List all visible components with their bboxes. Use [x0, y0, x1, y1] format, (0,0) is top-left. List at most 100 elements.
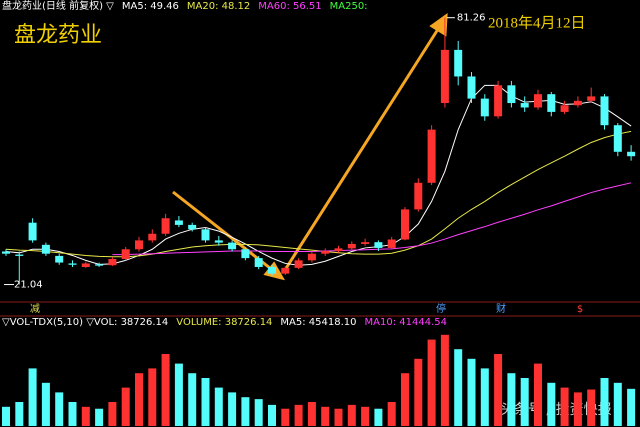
volume-bar: [467, 358, 476, 426]
volume-bar: [627, 388, 636, 426]
volume-bar: [135, 373, 143, 426]
volume-bar: [28, 368, 37, 426]
candle-body: [401, 209, 409, 240]
candle-body: [613, 125, 622, 152]
candle-body: [161, 218, 170, 234]
header-item: MA250:: [330, 1, 368, 12]
candle-body: [214, 240, 223, 243]
volume-bar: [507, 373, 516, 426]
candle-body: [347, 243, 356, 249]
candle-body: [68, 263, 77, 265]
volume-bar: [534, 363, 542, 426]
candle-body: [494, 85, 503, 117]
header-item: MA60: 56.51: [258, 1, 321, 12]
volume-bar: [361, 406, 370, 426]
volume-bar: [560, 387, 569, 426]
volume-bar: [161, 354, 170, 426]
volume-bar: [347, 404, 356, 426]
volume-bar: [374, 408, 383, 426]
volume-bar: [613, 382, 622, 426]
candle-body: [281, 267, 290, 274]
candle-body: [427, 129, 436, 183]
volume-bar: [228, 392, 237, 426]
volume-bar: [81, 406, 90, 426]
volume-bar: [15, 402, 24, 426]
candle-body: [440, 49, 449, 104]
volume-bar: [520, 378, 529, 426]
candle-body: [307, 253, 316, 261]
volume-bar: [121, 387, 130, 426]
candle-body: [55, 255, 64, 263]
volume-bar: [214, 387, 223, 426]
candle-body: [600, 96, 609, 126]
ma-line: [112, 182, 632, 256]
volume-bar: [427, 339, 436, 426]
volume-bar: [188, 373, 197, 426]
candle-body: [454, 49, 463, 77]
volume-bar: [454, 349, 463, 426]
candle-body: [228, 242, 237, 250]
candle-body: [321, 251, 330, 254]
candle-body: [520, 103, 529, 108]
ma-line: [5, 84, 632, 266]
header-item: VOLUME: 38726.14: [176, 317, 272, 328]
volume-bar: [321, 406, 330, 426]
arrow: [283, 25, 442, 271]
candle-body: [560, 105, 569, 112]
candle-body: [15, 254, 24, 256]
date-label: 2018年4月12日: [488, 14, 586, 31]
volume-bar: [254, 399, 263, 426]
volume-bar: [494, 354, 503, 426]
event-mark: $: [577, 304, 583, 315]
candle-body: [174, 220, 183, 225]
candle-body: [81, 263, 90, 267]
volume-bar: [401, 373, 409, 426]
volume-bar: [547, 382, 556, 426]
candle-body: [95, 264, 104, 266]
volume-bar: [68, 402, 77, 426]
volume-bar: [440, 334, 449, 426]
volume-bar: [241, 397, 250, 426]
header-item: ▽VOL-TDX(5,10) ▽VOL: 38726.14: [2, 317, 168, 328]
volume-bar: [600, 378, 609, 426]
candle-body: [387, 239, 396, 248]
candle-body: [148, 233, 157, 241]
candle-body: [121, 249, 130, 260]
arrow-head: [429, 12, 448, 37]
candle-body: [480, 98, 489, 117]
candle-body: [334, 248, 343, 252]
candle-body: [361, 242, 370, 244]
volume-bar: [268, 404, 276, 426]
candle-body: [294, 260, 303, 268]
candle-body: [547, 94, 556, 112]
candle-body: [201, 229, 210, 241]
volume-bar: [55, 392, 64, 426]
stock-title: 盘龙药业: [14, 23, 102, 48]
header-item: MA20: 48.12: [187, 1, 250, 12]
header-item: MA10: 41444.54: [365, 317, 447, 328]
low-annotation: 21.04: [14, 280, 43, 291]
candle-body: [414, 182, 423, 210]
volume-bar: [480, 368, 489, 426]
candle-body: [241, 249, 250, 259]
volume-bar: [2, 406, 10, 426]
candle-body: [587, 96, 596, 101]
candle-body: [627, 151, 636, 157]
ma-line: [5, 130, 632, 258]
volume-bar: [387, 402, 396, 426]
high-annotation: 81.26: [457, 13, 486, 24]
candle-body: [467, 76, 476, 99]
volume-bar: [414, 358, 423, 426]
candle-body: [108, 259, 117, 266]
candle-body: [254, 258, 263, 267]
volume-bar: [294, 404, 303, 426]
header-item: MA5: 45418.10: [280, 317, 356, 328]
candle-body: [507, 85, 516, 104]
volume-bar: [334, 408, 343, 426]
volume-bar: [573, 392, 582, 426]
volume-bar: [108, 402, 117, 426]
volume-bar: [148, 368, 157, 426]
header-item: 盘龙药业(日线 前复权) ▽: [2, 0, 114, 12]
candle-body: [135, 240, 143, 250]
